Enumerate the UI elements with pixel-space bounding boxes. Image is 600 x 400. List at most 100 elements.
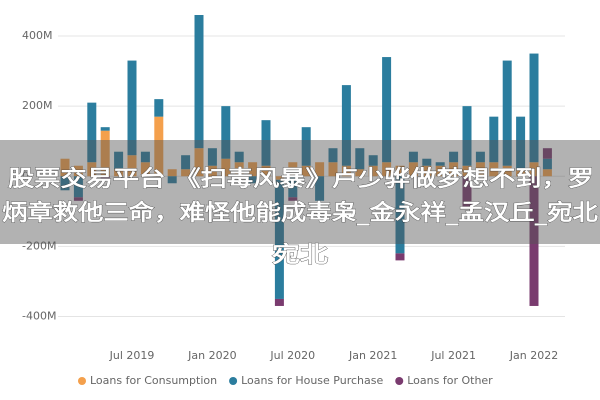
overlay-band xyxy=(0,140,600,244)
bar-segment xyxy=(422,165,432,177)
bar-segment xyxy=(274,176,284,180)
bar-segment xyxy=(234,162,244,177)
bar-segment xyxy=(194,148,204,177)
bar-segment xyxy=(462,106,472,166)
bar-segment xyxy=(542,148,552,159)
x-tick-label: Jan 2020 xyxy=(187,349,236,362)
bar-segment xyxy=(408,162,418,177)
bar-segment xyxy=(167,169,177,177)
bar-segment xyxy=(140,162,150,177)
bar-segment xyxy=(73,176,83,198)
bar-segment xyxy=(60,158,70,177)
bar-segment xyxy=(154,99,164,117)
bar-segment xyxy=(288,197,298,201)
bar-segment xyxy=(73,165,83,177)
x-tick-label: Jul 2019 xyxy=(109,349,155,362)
bar-segment xyxy=(355,148,365,170)
bar-segment xyxy=(221,106,231,159)
bar-segment xyxy=(73,197,83,201)
bar-segment xyxy=(341,165,351,177)
bar-segment xyxy=(502,60,512,166)
overlay-text: 宛北 xyxy=(271,242,328,268)
bar-segment xyxy=(315,176,325,201)
bar-segment xyxy=(87,162,97,177)
bar-segment xyxy=(408,151,418,163)
bar-segment xyxy=(127,155,137,177)
bar-segment xyxy=(288,176,298,198)
y-tick-label: 0 xyxy=(22,169,29,182)
bar-segment xyxy=(435,165,445,177)
legend-marker xyxy=(395,377,404,385)
y-tick-label: 200M xyxy=(22,99,53,112)
bar-segment xyxy=(449,151,459,163)
bar-segment xyxy=(274,179,284,299)
bar-segment xyxy=(100,127,110,131)
bar-segment xyxy=(462,176,472,208)
y-tick-label: -200M xyxy=(22,239,56,252)
bar-segment xyxy=(154,116,164,177)
bar-segment xyxy=(221,158,231,177)
bar-segment xyxy=(100,130,110,177)
bar-segment xyxy=(261,120,271,166)
bar-segment xyxy=(489,116,499,163)
y-tick-label: -400M xyxy=(22,309,56,322)
bar-segment xyxy=(207,148,217,166)
bar-segment xyxy=(328,148,338,163)
legend-marker xyxy=(78,377,86,385)
bar-segment xyxy=(542,169,552,177)
bar-segment xyxy=(248,162,258,177)
bar-segment xyxy=(529,162,539,177)
bar-segment xyxy=(114,169,124,177)
bar-segment xyxy=(462,165,472,177)
overlay-text: 炳章救他三命，难怪他能成毒枭_金永祥_孟汉丘_宛北 xyxy=(2,200,598,226)
bar-segment xyxy=(502,165,512,177)
bar-segment xyxy=(395,176,405,254)
bar-segment xyxy=(529,53,539,163)
bar-segment xyxy=(167,176,177,184)
bar-segment xyxy=(341,85,351,166)
bar-segment xyxy=(274,298,284,306)
x-tick-label: Jan 2021 xyxy=(348,349,397,362)
bar-segment xyxy=(100,176,110,180)
bar-segment xyxy=(516,169,526,177)
overlay-text: 股票交易平台 《扫毒风暴》卢少骅做梦想不到，罗 xyxy=(8,166,594,192)
bar-segment xyxy=(435,162,445,166)
bar-segment xyxy=(301,127,311,166)
bar-segment xyxy=(248,176,258,184)
bar-segment xyxy=(542,158,552,170)
legend-label: Loans for Consumption xyxy=(90,374,217,387)
bar-segment xyxy=(489,162,499,177)
x-tick-label: Jul 2021 xyxy=(430,349,476,362)
bar-segment xyxy=(181,155,191,170)
bar-segment xyxy=(261,165,271,177)
bar-segment xyxy=(127,60,137,156)
bar-segment xyxy=(475,162,485,177)
bar-segment xyxy=(194,15,204,149)
bar-segment xyxy=(368,165,378,177)
bar-segment xyxy=(475,151,485,163)
bar-segment xyxy=(368,155,378,166)
bar-segment xyxy=(395,165,405,177)
legend-marker xyxy=(229,377,238,385)
x-tick-label: Jan 2022 xyxy=(509,349,558,362)
x-tick-label: Jul 2020 xyxy=(269,349,315,362)
bar-segment xyxy=(328,162,338,177)
bar-segment xyxy=(234,151,244,163)
bar-segment xyxy=(315,162,325,177)
bar-segment xyxy=(207,165,217,177)
bar-segment xyxy=(449,162,459,177)
legend-label: Loans for House Purchase xyxy=(241,374,383,387)
y-tick-label: 400M xyxy=(22,29,53,42)
legend-label: Loans for Other xyxy=(407,374,493,387)
bar-segment xyxy=(140,151,150,163)
bar-segment xyxy=(301,165,311,177)
bar-segment xyxy=(87,102,97,163)
bar-segment xyxy=(422,158,432,166)
bar-segment xyxy=(60,176,70,191)
bar-segment xyxy=(529,176,539,306)
bar-segment xyxy=(382,162,392,177)
bar-segment xyxy=(181,169,191,177)
bar-segment xyxy=(516,116,526,170)
bar-segment xyxy=(288,162,298,177)
